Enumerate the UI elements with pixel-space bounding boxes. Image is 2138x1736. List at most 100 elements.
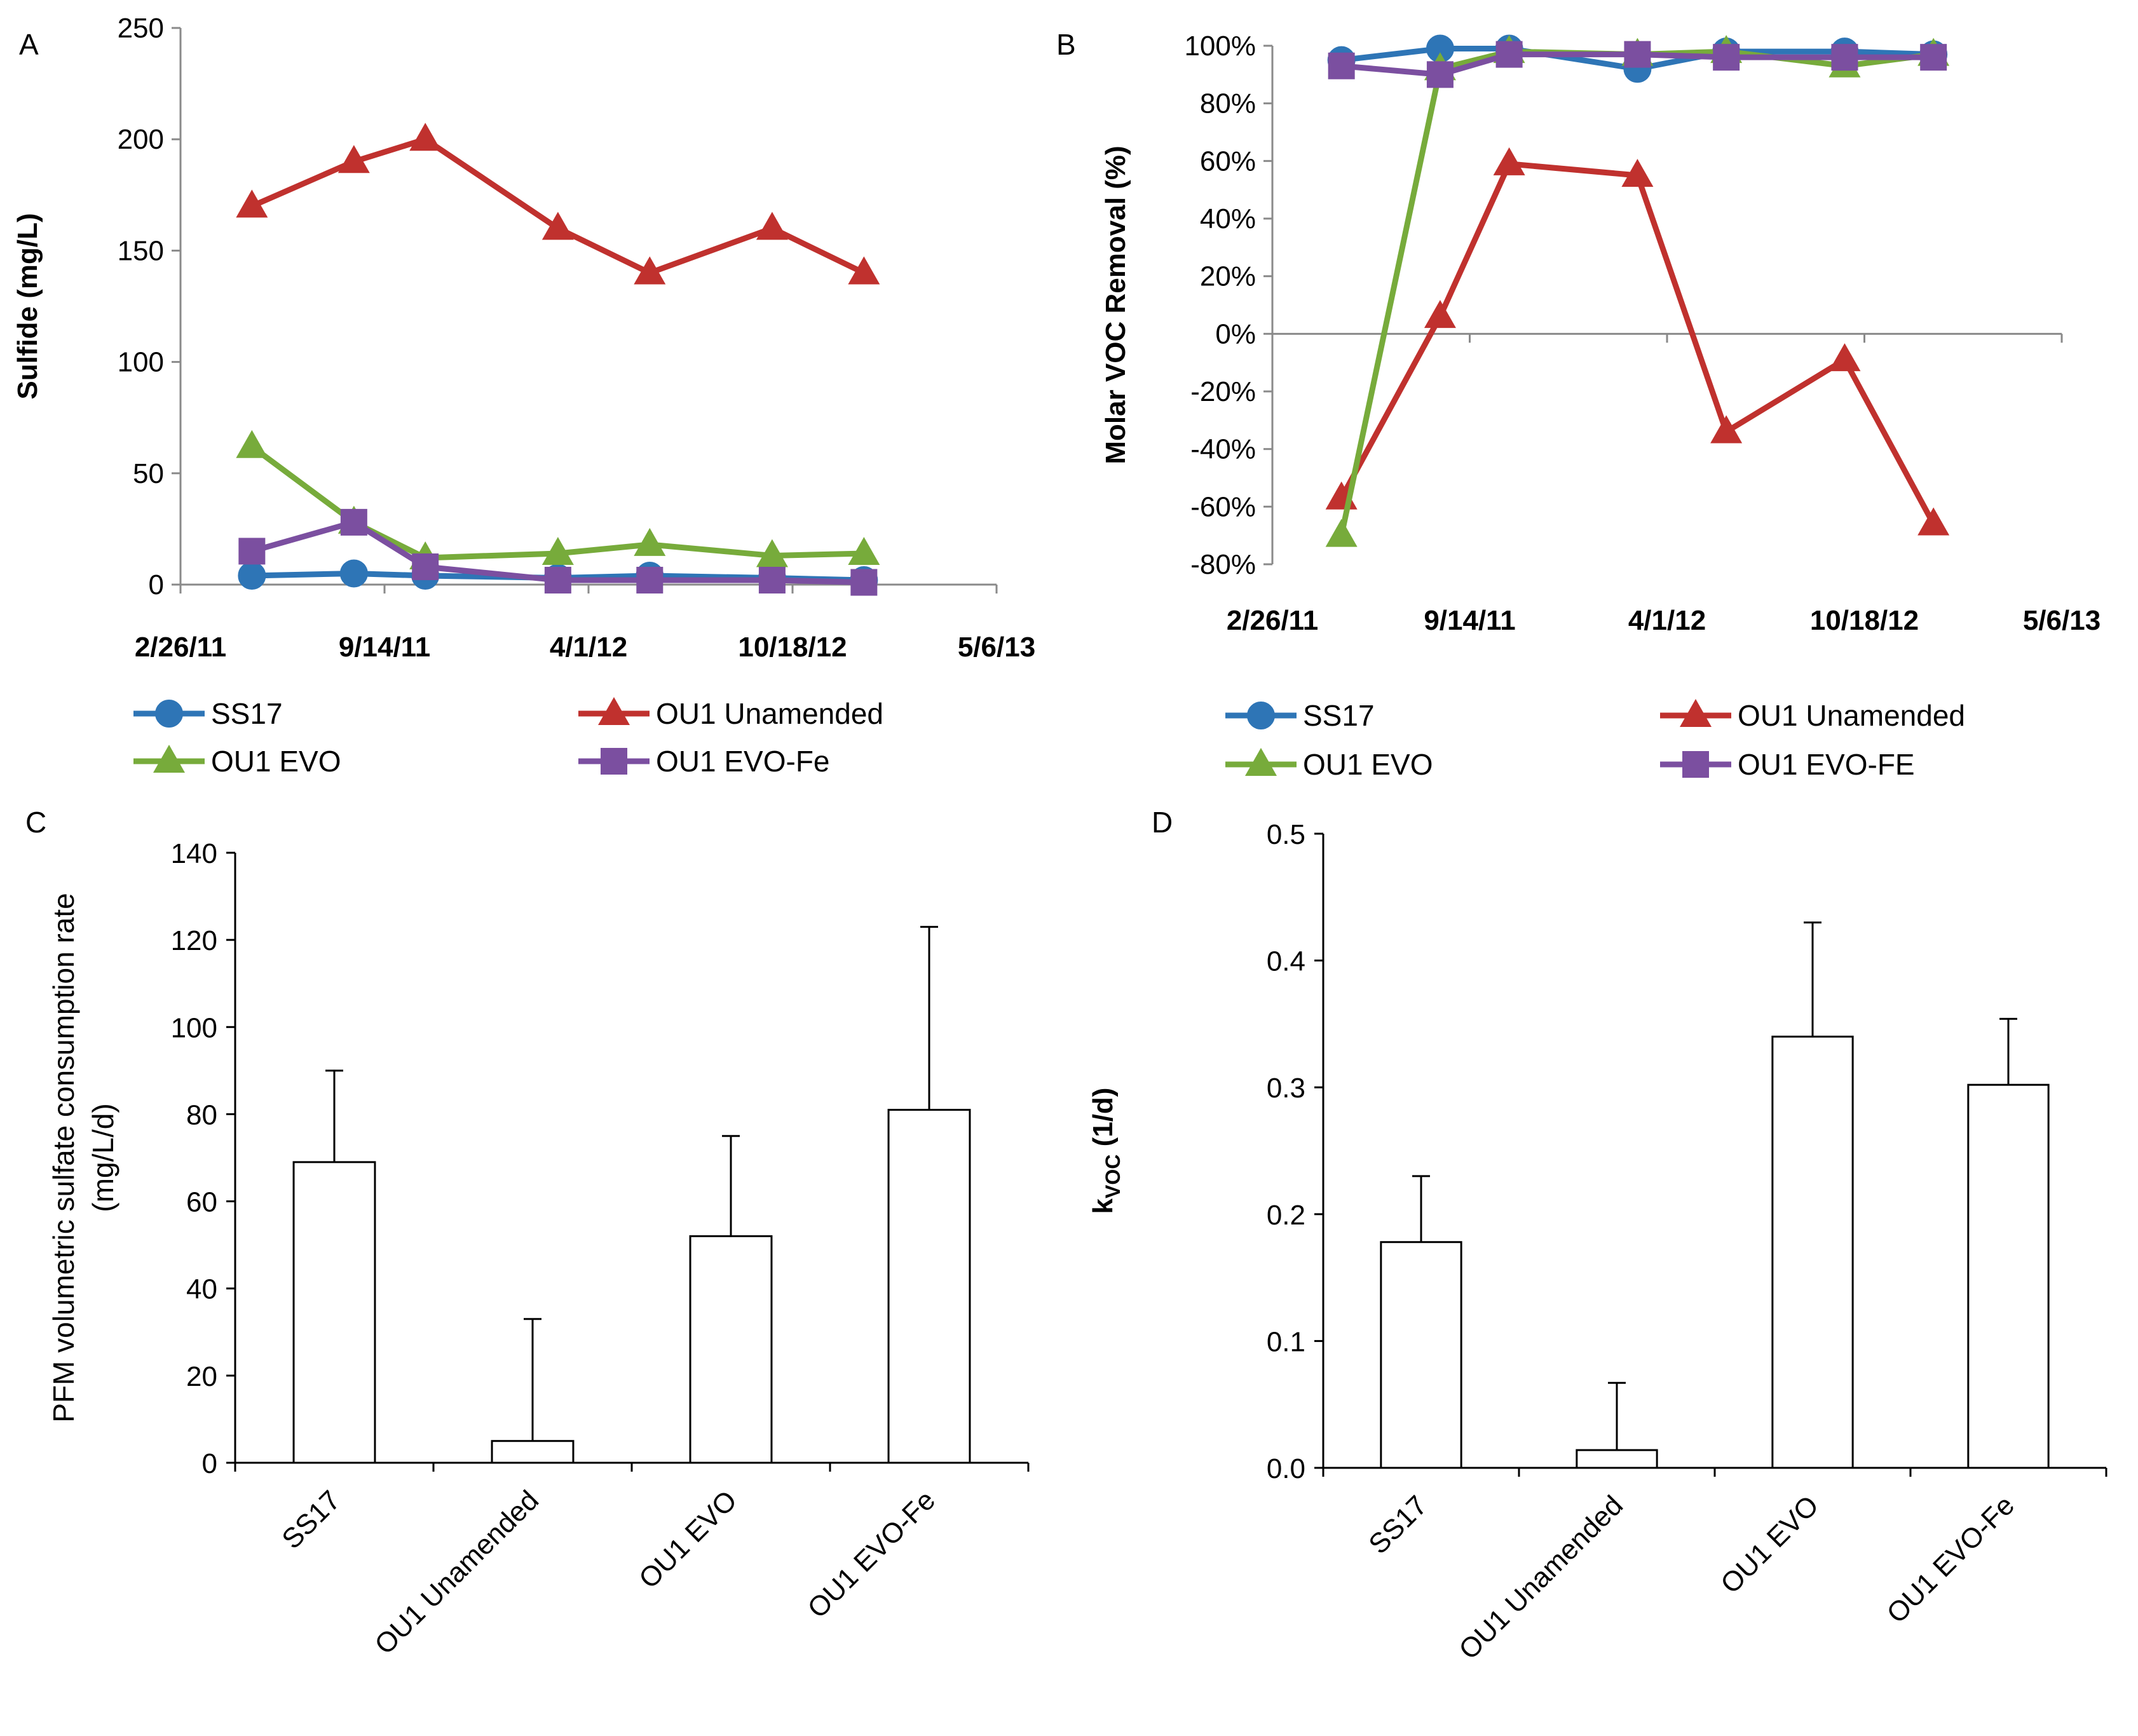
y-axis-title: Molar VOC Removal (%)	[1100, 146, 1131, 464]
panel-b: B -80% -60% -40% -20% 0% 20% 40% 60% 80% 100% 2/26/…	[1056, 28, 2101, 781]
legend-item-ou1-evo: OU1 EVO	[1225, 748, 1433, 781]
legend-item-ou1-unamended: OU1 Unamended	[1660, 699, 1965, 732]
data-point	[1917, 507, 1950, 536]
data-point	[1328, 52, 1355, 79]
y-tick-label: -20%	[1190, 376, 1256, 407]
y-tick-label: 20	[186, 1361, 217, 1392]
legend-label: SS17	[1303, 699, 1375, 732]
y-tick-label: 250	[118, 13, 164, 44]
bar	[1576, 1449, 1658, 1469]
bar	[1967, 1083, 2050, 1469]
series-ou1-unamended	[236, 123, 880, 285]
series-line	[1338, 48, 1934, 536]
series-ou1-evo	[1325, 35, 1950, 547]
data-point	[409, 123, 442, 151]
bar-group-ss17: SS17	[276, 1069, 376, 1555]
data-point	[1831, 44, 1858, 71]
data-point	[541, 212, 574, 240]
x-tick-label: 5/6/13	[958, 632, 1035, 663]
y-tick-label: 20%	[1200, 261, 1256, 292]
y-tick-label: 120	[171, 925, 217, 956]
series-line	[250, 136, 866, 276]
x-tick-label: 2/26/11	[135, 632, 226, 663]
legend-marker	[1680, 699, 1712, 727]
y-tick-label: 0.4	[1267, 946, 1305, 977]
data-point	[1495, 41, 1523, 68]
data-point	[756, 212, 788, 240]
y-tick-label: 80%	[1200, 88, 1256, 119]
bar-group-ou1-evo: OU1 EVO	[1715, 921, 1854, 1599]
x-tick-label: OU1 Unamended	[1453, 1489, 1629, 1665]
y-axis-title: Sulfide (mg/L)	[12, 213, 43, 399]
data-point	[1426, 61, 1454, 88]
data-point	[238, 538, 266, 565]
legend-label: OU1 EVO	[211, 745, 341, 778]
legend-item-ou1-evo-fe: OU1 EVO-Fe	[578, 745, 830, 778]
legend-label: OU1 Unamended	[656, 697, 883, 730]
y-axis-title-main: k	[1087, 1198, 1119, 1214]
x-tick-label: SS17	[1363, 1489, 1433, 1560]
bar	[887, 1109, 971, 1464]
x-tick-label: OU1 EVO-Fe	[1881, 1489, 2020, 1629]
bar-group-ss17: SS17	[1363, 1175, 1462, 1560]
y-tick-label: 0.5	[1267, 819, 1305, 850]
data-point	[236, 189, 268, 218]
y-tick-label: 150	[118, 235, 164, 266]
y-tick-label: -80%	[1190, 549, 1256, 580]
data-point	[1621, 159, 1654, 187]
x-tick-label: OU1 EVO	[1715, 1489, 1825, 1599]
legend-marker	[598, 697, 630, 725]
y-tick-label: 40	[186, 1274, 217, 1305]
x-tick-label: 10/18/12	[738, 632, 847, 663]
y-tick-label: 0	[149, 569, 164, 600]
y-tick-label: 0.1	[1267, 1326, 1305, 1357]
data-point	[1920, 44, 1947, 71]
y-tick-label: 200	[118, 124, 164, 155]
legend-marker	[155, 700, 183, 728]
y-axis-title: kVOC (1/d)	[1087, 1088, 1124, 1214]
y-tick-label: -40%	[1190, 434, 1256, 465]
y-tick-label: 60	[186, 1187, 217, 1218]
data-point	[848, 256, 880, 285]
panel-label: C	[25, 806, 46, 839]
bar	[689, 1235, 773, 1464]
data-point	[339, 559, 368, 588]
data-point	[758, 566, 786, 593]
x-tick-label: 2/26/11	[1227, 605, 1318, 636]
bar	[292, 1161, 376, 1464]
x-tick-label: OU1 EVO	[633, 1484, 743, 1594]
y-tick-label: 0.3	[1267, 1073, 1305, 1104]
data-point	[1713, 44, 1740, 71]
data-point	[1624, 41, 1651, 68]
data-point	[412, 553, 439, 580]
legend-marker	[601, 748, 627, 775]
data-point	[848, 536, 880, 565]
y-tick-label: 100%	[1184, 31, 1256, 62]
panel-a: A 0 50 100 150 200 250 2/26/11 9/14/11 4/1/12 10/1…	[12, 13, 1035, 778]
legend-marker	[1682, 751, 1709, 778]
data-point	[1828, 343, 1861, 372]
x-tick-label: 4/1/12	[550, 632, 627, 663]
y-tick-label: 60%	[1200, 146, 1256, 177]
data-point	[1424, 300, 1456, 329]
y-axis-title-line: (mg/L/d)	[86, 1103, 119, 1212]
y-tick-label: 50	[133, 458, 164, 489]
y-axis-title-line: PFM volumetric sulfate consumption rate	[47, 893, 80, 1422]
y-tick-label: 0.2	[1267, 1200, 1305, 1231]
legend-item-ou1-unamended: OU1 Unamended	[578, 697, 883, 730]
data-point	[544, 566, 571, 593]
data-point	[236, 430, 268, 458]
data-point	[1710, 415, 1743, 444]
y-axis-title-sub: VOC	[1101, 1155, 1124, 1198]
data-point	[541, 536, 574, 565]
panel-label: A	[19, 28, 39, 61]
legend-label: SS17	[211, 697, 283, 730]
x-tick-label: OU1 EVO-Fe	[801, 1484, 941, 1624]
data-point	[337, 145, 370, 173]
y-tick-label: 0%	[1215, 318, 1256, 349]
y-tick-label: 0	[202, 1448, 217, 1479]
x-tick-label: 5/6/13	[2023, 605, 2101, 636]
series-ou1-evo-fe	[238, 508, 878, 596]
x-tick-label: 10/18/12	[1810, 605, 1919, 636]
